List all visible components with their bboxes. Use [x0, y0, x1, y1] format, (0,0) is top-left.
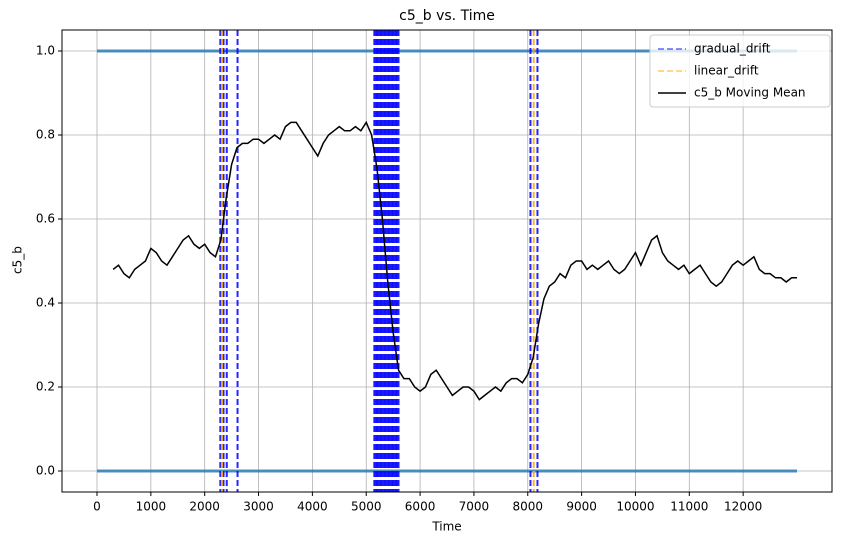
y-axis-label: c5_b: [11, 246, 25, 274]
moving-mean-line: [112, 120, 797, 401]
y-tick-label: 0.6: [36, 212, 55, 226]
x-tick-label: 7000: [459, 500, 490, 514]
legend-label: gradual_drift: [694, 42, 771, 56]
x-tick-label: 9000: [566, 500, 597, 514]
x-tick-label: 1000: [136, 500, 167, 514]
y-tick-label: 0.2: [36, 380, 55, 394]
x-tick-label: 11000: [670, 500, 708, 514]
x-tick-label: 10000: [616, 500, 654, 514]
y-tick-label: 0.8: [36, 128, 55, 142]
x-tick-label: 5000: [351, 500, 382, 514]
x-tick-label: 8000: [512, 500, 543, 514]
x-tick-label: 4000: [297, 500, 328, 514]
legend-box: [649, 34, 831, 108]
chart-title: c5_b vs. Time: [399, 8, 495, 24]
legend-label: c5_b Moving Mean: [694, 86, 806, 100]
x-tick-label: 3000: [243, 500, 274, 514]
x-tick-label: 6000: [405, 500, 436, 514]
x-tick-label: 0: [93, 500, 101, 514]
y-tick-label: 0.4: [36, 296, 55, 310]
x-tick-label: 12000: [724, 500, 762, 514]
legend-label: linear_drift: [694, 64, 759, 78]
plot-frame: [61, 29, 833, 493]
x-axis-label: Time: [431, 520, 461, 534]
y-tick-label: 1.0: [36, 44, 55, 58]
y-tick-label: 0.0: [36, 464, 55, 478]
x-tick-label: 2000: [189, 500, 220, 514]
